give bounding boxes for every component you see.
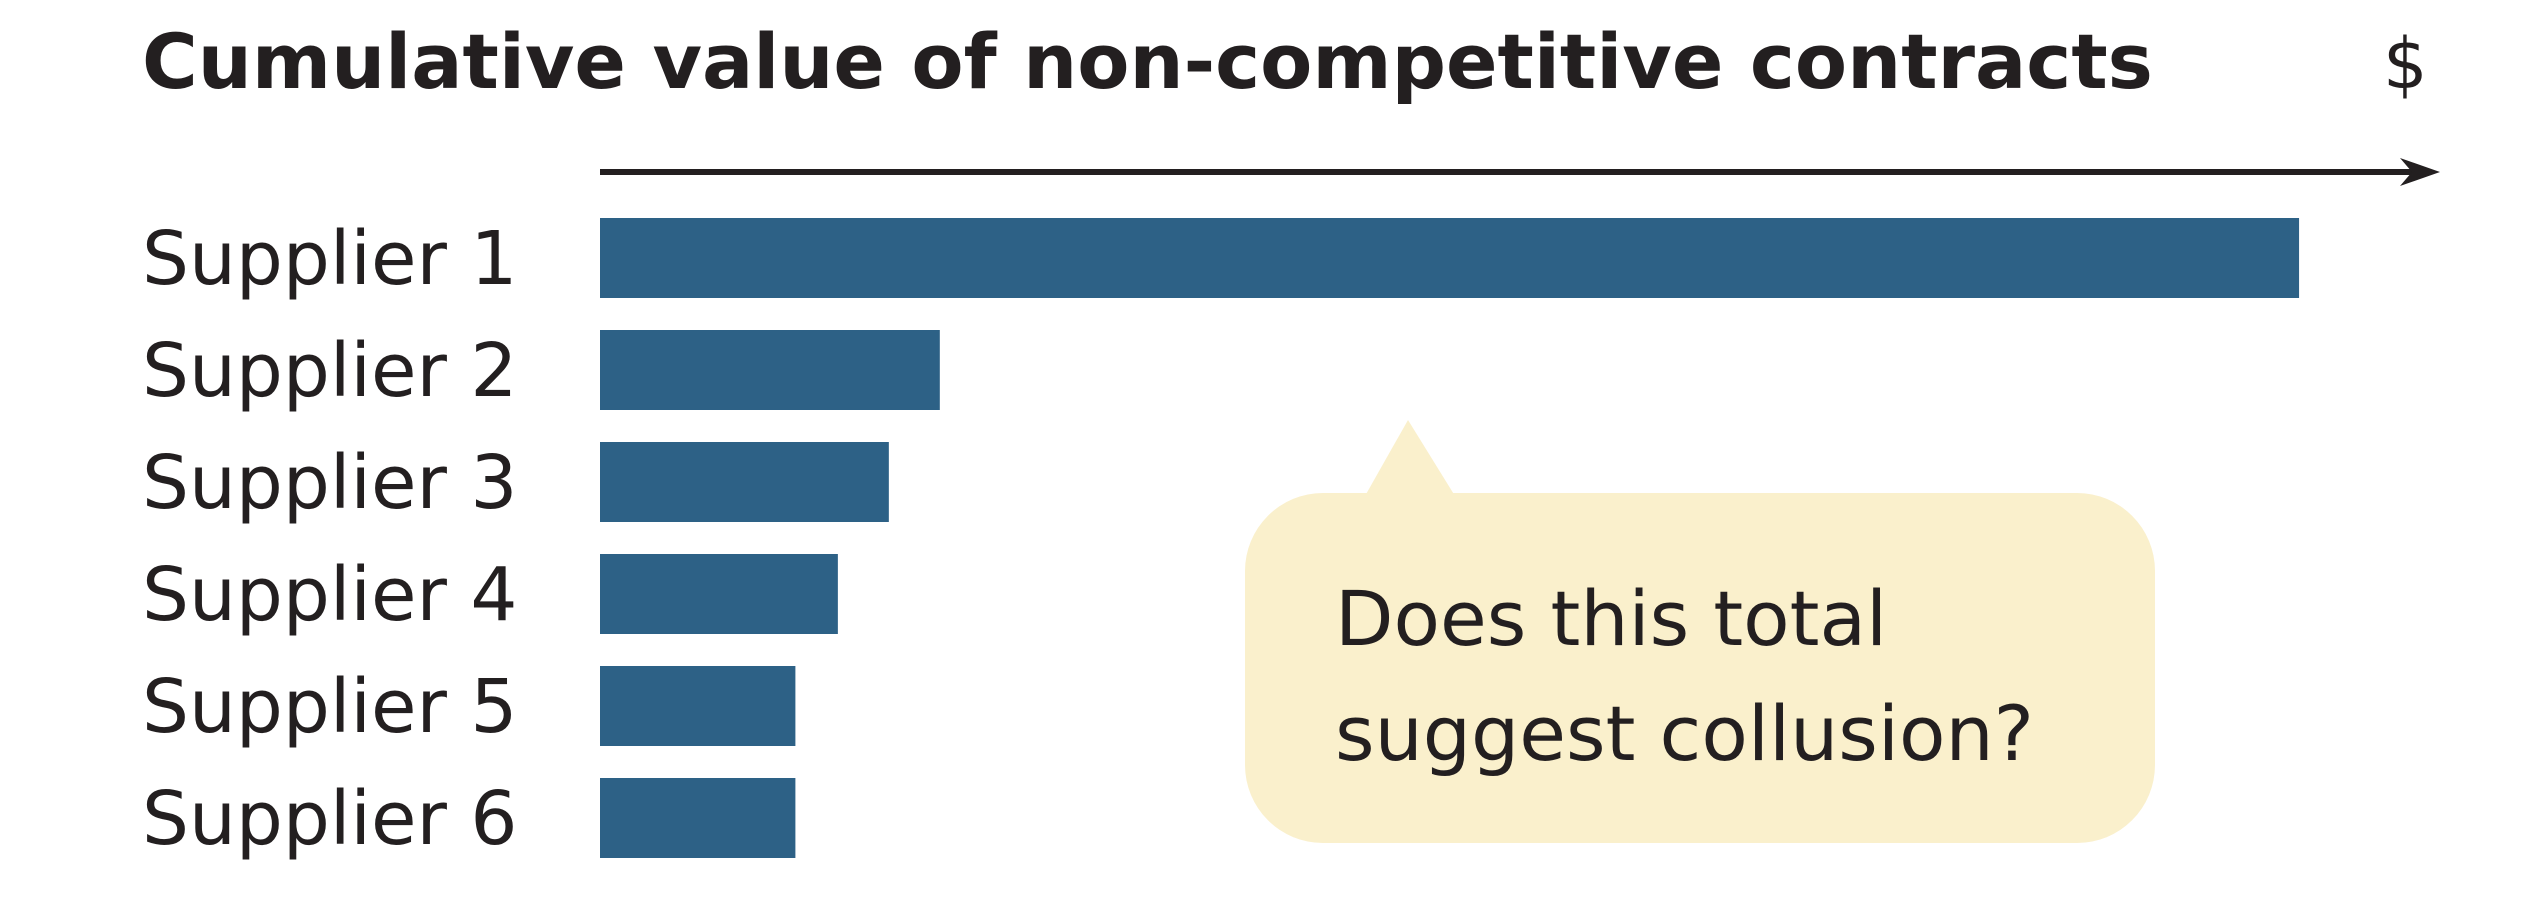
category-label-supplier-5: Supplier 5 <box>142 664 518 750</box>
callout-line-2: suggest collusion? <box>1335 689 2034 778</box>
chart-title: Cumulative value of non-competitive cont… <box>142 17 2153 106</box>
category-label-supplier-4: Supplier 4 <box>142 552 518 638</box>
category-label-supplier-2: Supplier 2 <box>142 328 518 414</box>
callout-line-1: Does this total <box>1335 574 1887 663</box>
bar-supplier-6 <box>600 778 796 858</box>
callout-bubble <box>1245 493 2155 843</box>
bar-supplier-3 <box>600 442 889 522</box>
bar-supplier-2 <box>600 330 940 410</box>
callout: Does this total suggest collusion? <box>1245 420 2155 843</box>
value-axis <box>600 158 2440 186</box>
category-label-supplier-6: Supplier 6 <box>142 776 518 862</box>
bars-group <box>600 218 2300 858</box>
category-label-supplier-3: Supplier 3 <box>142 440 518 526</box>
category-labels-group: Supplier 1 Supplier 2 Supplier 3 Supplier 4… <box>142 216 518 862</box>
bar-supplier-4 <box>600 554 838 634</box>
unit-label: $ <box>2383 23 2428 105</box>
category-label-supplier-1: Supplier 1 <box>142 216 518 302</box>
bar-supplier-5 <box>600 666 796 746</box>
callout-pointer <box>1365 420 1455 496</box>
bar-supplier-1 <box>600 218 2300 298</box>
axis-arrowhead-icon <box>2400 158 2440 186</box>
